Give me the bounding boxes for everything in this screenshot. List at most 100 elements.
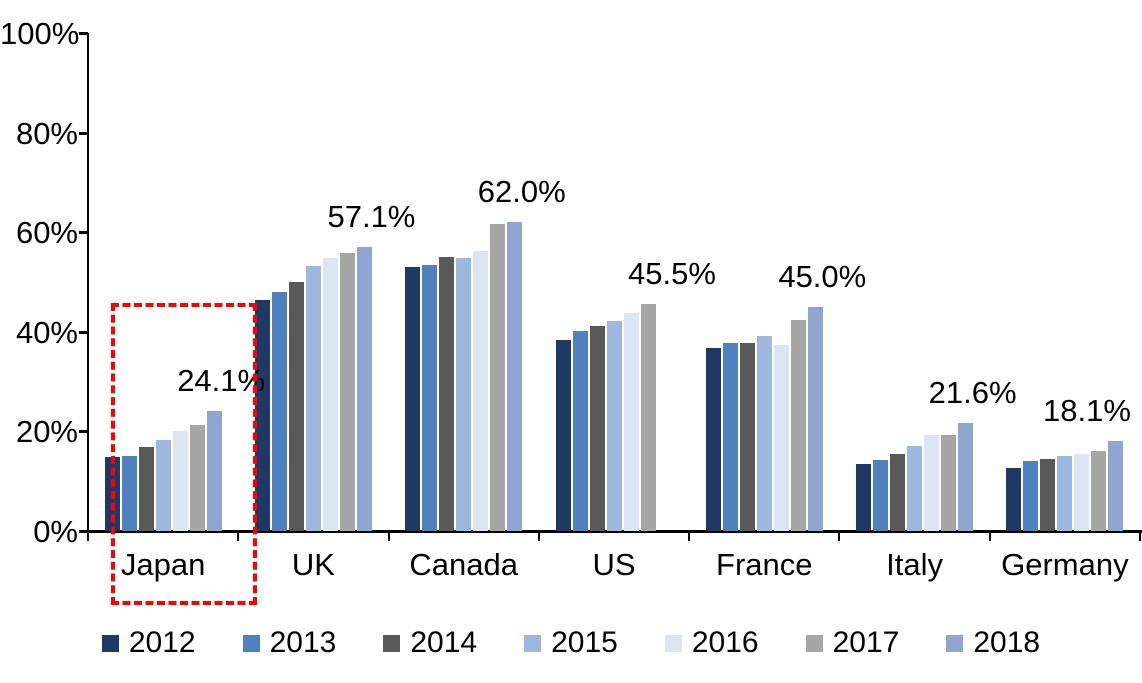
bar-us-2016 bbox=[623, 312, 639, 531]
bar-germany-2014 bbox=[1040, 458, 1056, 531]
category-label-france: France bbox=[716, 547, 813, 582]
legend-label-2014: 2014 bbox=[410, 626, 478, 659]
bar-italy-2017 bbox=[941, 434, 957, 531]
legend-item-2018: 2018 bbox=[946, 628, 1040, 658]
x-tick-mark bbox=[87, 531, 89, 541]
x-tick-mark bbox=[688, 531, 691, 541]
legend-label-2012: 2012 bbox=[128, 626, 196, 659]
y-tick-mark bbox=[79, 430, 88, 434]
x-tick-mark bbox=[237, 531, 240, 541]
bar-canada-2018 bbox=[507, 222, 523, 531]
value-label-france: 45.0% bbox=[778, 258, 867, 294]
legend-swatch-2016 bbox=[664, 634, 682, 652]
bar-france-2018 bbox=[807, 306, 823, 531]
y-tick-mark bbox=[79, 131, 88, 135]
bar-uk-2014 bbox=[288, 281, 304, 531]
bar-france-2013 bbox=[722, 343, 738, 531]
bar-uk-2015 bbox=[305, 265, 321, 531]
bar-japan-2015 bbox=[155, 439, 171, 531]
bar-canada-2016 bbox=[473, 251, 489, 531]
legend-swatch-2013 bbox=[242, 634, 260, 652]
bar-france-2012 bbox=[705, 348, 721, 531]
bar-france-2015 bbox=[756, 335, 772, 531]
bar-germany-2015 bbox=[1057, 456, 1073, 531]
legend-label-2018: 2018 bbox=[973, 626, 1041, 659]
bar-germany-2017 bbox=[1091, 451, 1107, 531]
value-label-us: 45.5% bbox=[628, 256, 716, 292]
bar-japan-2014 bbox=[138, 447, 154, 531]
category-label-canada: Canada bbox=[409, 547, 518, 582]
category-label-us: US bbox=[592, 547, 636, 582]
bar-japan-2013 bbox=[121, 456, 137, 531]
legend-label-2015: 2015 bbox=[551, 626, 618, 659]
y-axis-line bbox=[87, 33, 89, 533]
bar-uk-2013 bbox=[271, 291, 287, 531]
y-tick-label: 0% bbox=[33, 514, 78, 549]
category-label-germany: Germany bbox=[1001, 547, 1129, 582]
bar-germany-2016 bbox=[1074, 453, 1090, 531]
legend-label-2016: 2016 bbox=[691, 626, 759, 659]
y-tick-mark bbox=[79, 330, 88, 334]
legend: 2012 2013 2014 2015 2016 2017 2018 bbox=[0, 628, 1142, 658]
y-tick-mark bbox=[79, 32, 88, 35]
y-tick-label: 100% bbox=[0, 16, 80, 51]
value-label-canada: 62.0% bbox=[477, 174, 566, 210]
legend-swatch-2018 bbox=[946, 634, 964, 652]
legend-swatch-2012 bbox=[101, 634, 119, 652]
x-tick-mark bbox=[537, 531, 540, 541]
bar-uk-2017 bbox=[339, 252, 355, 531]
bar-us-2012 bbox=[555, 340, 571, 531]
bar-japan-2017 bbox=[189, 425, 205, 531]
bar-canada-2012 bbox=[405, 267, 421, 531]
legend-label-2013: 2013 bbox=[269, 626, 337, 659]
bar-italy-2013 bbox=[873, 459, 889, 531]
y-tick-label: 80% bbox=[15, 115, 78, 151]
legend-item-2017: 2017 bbox=[805, 626, 900, 659]
bar-japan-2016 bbox=[172, 430, 188, 531]
bar-uk-2018 bbox=[356, 246, 372, 531]
legend-swatch-2014 bbox=[383, 634, 401, 652]
y-tick-label: 60% bbox=[15, 215, 78, 251]
bar-italy-2015 bbox=[907, 446, 923, 531]
category-label-japan: Japan bbox=[120, 547, 206, 582]
bar-uk-2016 bbox=[322, 257, 338, 531]
x-tick-mark bbox=[838, 531, 841, 541]
bar-uk-2012 bbox=[254, 299, 270, 531]
bar-canada-2014 bbox=[439, 257, 455, 531]
bar-canada-2013 bbox=[422, 264, 438, 531]
value-label-italy: 21.6% bbox=[928, 375, 1017, 411]
x-tick-mark bbox=[1139, 531, 1141, 541]
y-tick-label: 20% bbox=[15, 414, 78, 450]
y-tick-label: 40% bbox=[15, 314, 78, 350]
bar-canada-2015 bbox=[456, 258, 472, 531]
legend-item-2013: 2013 bbox=[242, 626, 337, 659]
legend-swatch-2015 bbox=[524, 634, 542, 652]
legend-swatch-2017 bbox=[805, 634, 823, 652]
y-tick-mark bbox=[79, 530, 88, 533]
x-axis-line bbox=[84, 530, 1142, 533]
bar-japan-2018 bbox=[206, 410, 222, 531]
japan-highlight-box bbox=[111, 303, 257, 605]
legend-item-2012: 2012 bbox=[101, 626, 196, 659]
x-tick-mark bbox=[988, 531, 991, 541]
bar-france-2017 bbox=[790, 319, 806, 531]
bar-us-2014 bbox=[589, 325, 605, 531]
y-tick-mark bbox=[79, 231, 88, 235]
value-label-germany: 18.1% bbox=[1043, 392, 1131, 428]
bar-france-2016 bbox=[773, 345, 789, 531]
bar-italy-2012 bbox=[856, 464, 872, 531]
value-label-japan: 24.1% bbox=[177, 362, 266, 398]
category-label-italy: Italy bbox=[886, 547, 943, 582]
value-label-uk: 57.1% bbox=[327, 198, 416, 234]
legend-item-2016: 2016 bbox=[664, 626, 759, 659]
bar-italy-2018 bbox=[958, 423, 974, 531]
x-tick-mark bbox=[387, 531, 390, 541]
legend-label-2017: 2017 bbox=[832, 626, 900, 659]
bar-france-2014 bbox=[739, 343, 755, 531]
bar-germany-2013 bbox=[1023, 460, 1039, 531]
bar-italy-2014 bbox=[890, 453, 906, 531]
bar-us-2015 bbox=[606, 320, 622, 531]
category-label-uk: UK bbox=[291, 547, 335, 582]
bar-italy-2016 bbox=[924, 435, 940, 531]
